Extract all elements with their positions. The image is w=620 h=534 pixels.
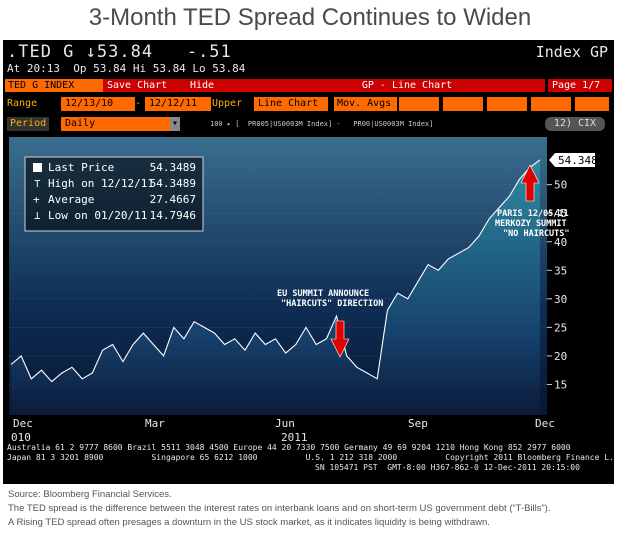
last-price-tag: 54.3489 xyxy=(549,153,604,167)
legend-label-2: Average xyxy=(48,193,94,206)
x-tick-label: Jun xyxy=(275,417,295,430)
x-tick-label: Dec xyxy=(13,417,33,430)
end-date-input[interactable]: 12/12/11 xyxy=(145,97,211,111)
legend-strip: 100 ▸ [ PR005|US0003M Index] - PR00|US00… xyxy=(210,120,434,128)
y-tick-label: 40 xyxy=(554,236,567,249)
legend-value-1: 54.3489 xyxy=(150,177,196,190)
legend-label-0: Last Price xyxy=(48,161,114,174)
last-price: 53.84 xyxy=(96,42,154,62)
annotation-paris-line1: PARIS 12/05/11 xyxy=(497,209,569,219)
x-tick-label: Mar xyxy=(145,417,165,430)
source-line-0: Source: Bloomberg Financial Services. xyxy=(8,489,172,500)
y-tick-label: 15 xyxy=(554,378,567,391)
mov-avg-field-4[interactable] xyxy=(531,97,571,111)
last-price-tag-label: 54.3489 xyxy=(558,154,604,167)
footer-line-2: Japan 81 3 3201 8900 Singapore 65 6212 1… xyxy=(7,453,614,462)
high-marker-icon: ⊤ xyxy=(34,177,41,190)
y-tick-label: 20 xyxy=(554,350,567,363)
legend-value-3: 14.7946 xyxy=(150,209,196,222)
legend-label-3: Low on 01/20/11 xyxy=(48,209,147,222)
mov-avg-field-3[interactable] xyxy=(487,97,527,111)
x-tick-sublabel: 010 xyxy=(11,431,31,443)
page-indicator[interactable]: Page 1/7 xyxy=(548,79,612,92)
down-arrow-icon: ↓ xyxy=(85,42,97,62)
y-tick-label: 45 xyxy=(554,207,567,220)
mov-avgs-label[interactable]: Mov. Avgs xyxy=(334,97,397,111)
last-price-swatch-icon xyxy=(33,163,42,172)
page-title: 3-Month TED Spread Continues to Widen xyxy=(88,4,532,31)
annotation-paris-line2: MERKOZY SUMMIT xyxy=(495,219,567,229)
quote-line: At 20:13 Op 53.84 Hi 53.84 Lo 53.84 xyxy=(7,62,246,75)
legend-value-0: 54.3489 xyxy=(150,161,196,174)
gp-label: GP xyxy=(589,43,608,61)
mov-avg-field-5[interactable] xyxy=(575,97,609,111)
x-tick-label: Dec xyxy=(535,417,555,430)
save-chart-button[interactable]: Save Chart xyxy=(103,79,187,92)
y-tick-label: 25 xyxy=(554,321,567,334)
annotation-eu-summit: EU SUMMIT ANNOUNCE "HAIRCUTS" DIRECTION xyxy=(277,289,383,358)
start-date-input[interactable]: 12/13/10 xyxy=(61,97,135,111)
net-change: -.51 xyxy=(186,42,232,62)
chart-type-select[interactable]: Line Chart xyxy=(254,97,328,111)
footer-line-3: SN 105471 PST GMT-8:00 H367-862-0 12-Dec… xyxy=(315,463,580,472)
date-separator: - xyxy=(135,98,142,109)
ticker: .TED G xyxy=(7,42,75,62)
down-arrow-icon xyxy=(330,320,350,358)
footer-line-1: Australia 61 2 9777 8600 Brazil 5511 304… xyxy=(7,443,571,452)
source-line-1: The TED spread is the difference between… xyxy=(8,503,551,514)
legend-label-1: High on 12/12/11 xyxy=(48,177,154,190)
zoom-button[interactable]: 12) CIX xyxy=(545,117,605,131)
gp-line-chart-tab[interactable]: GP - Line Chart xyxy=(269,79,545,92)
x-tick-sublabel: 2011 xyxy=(281,431,308,443)
tab-index[interactable]: TED G INDEX xyxy=(5,79,103,92)
annotation-paris-summit: PARIS 12/05/11 MERKOZY SUMMIT "NO HAIRCU… xyxy=(495,164,570,239)
period-label: Period xyxy=(7,117,50,131)
average-marker-icon: + xyxy=(33,193,40,206)
annotation-eu-line1: EU SUMMIT ANNOUNCE xyxy=(277,289,369,299)
up-arrow-icon xyxy=(520,164,540,202)
series-line xyxy=(10,159,541,383)
chevron-down-icon[interactable]: ▾ xyxy=(170,117,180,131)
x-tick-label: Sep xyxy=(408,417,428,430)
bloomberg-terminal: .TED G ↓53.84 -.51 Index GP At 20:13 Op … xyxy=(3,40,614,484)
y-tick-label: 35 xyxy=(554,264,567,277)
y-tick-label: 50 xyxy=(554,179,567,192)
annotation-eu-line2: "HAIRCUTS" DIRECTION xyxy=(281,299,383,309)
y-tick-label: 30 xyxy=(554,293,567,306)
low-marker-icon: ⊥ xyxy=(34,209,41,222)
y-axis: 15 20 25 30 35 40 45 50 xyxy=(547,179,567,391)
legend-value-2: 27.4667 xyxy=(150,193,196,206)
series-area xyxy=(11,159,540,415)
upper-label: Upper xyxy=(212,98,243,109)
period-select[interactable]: Daily xyxy=(61,117,170,131)
hide-button[interactable]: Hide xyxy=(186,79,270,92)
range-label: Range xyxy=(7,98,38,109)
source-line-2: A Rising TED spread often presages a dow… xyxy=(8,517,490,528)
annotation-paris-line3: "NO HAIRCUTS" xyxy=(503,229,570,239)
index-gp: Index GP xyxy=(536,43,608,61)
mov-avg-field-2[interactable] xyxy=(443,97,483,111)
mov-avg-field-1[interactable] xyxy=(399,97,439,111)
index-label: Index xyxy=(535,43,581,61)
ticker-row: .TED G ↓53.84 -.51 xyxy=(7,42,232,62)
legend-box: Last Price 54.3489 ⊤ High on 12/12/11 54… xyxy=(24,156,204,232)
